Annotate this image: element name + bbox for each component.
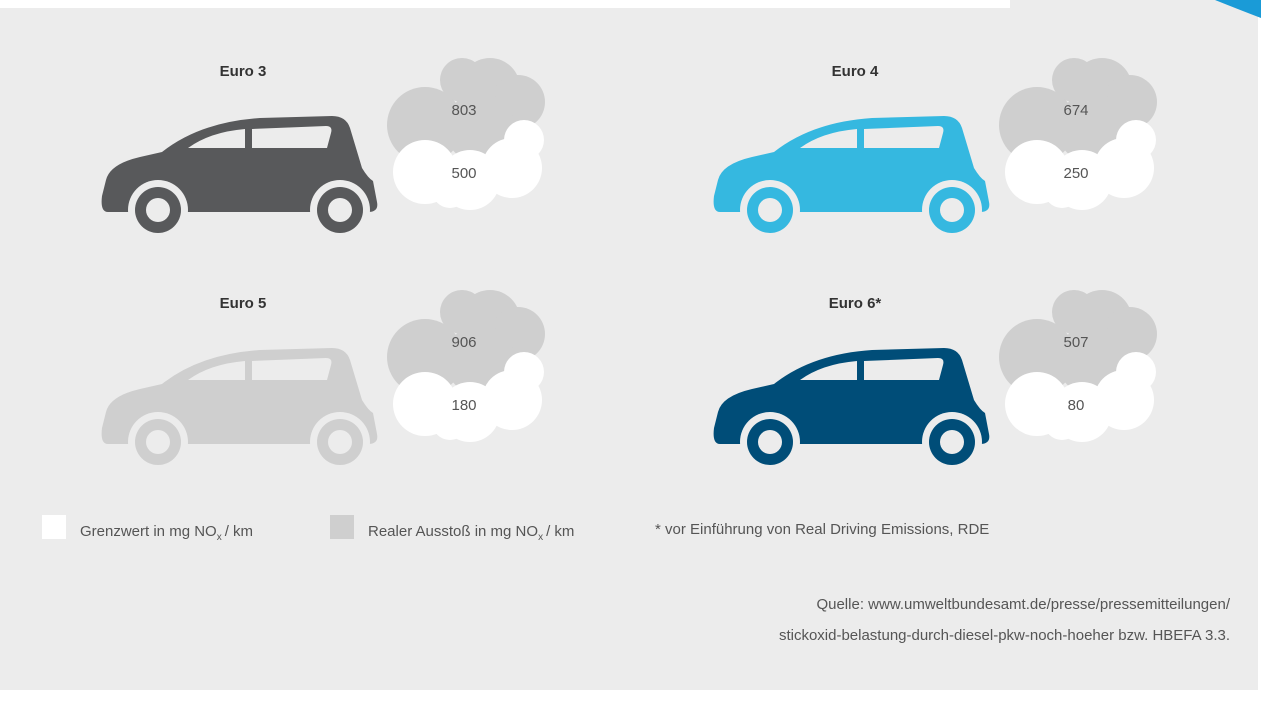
- car-window: [252, 126, 331, 148]
- limit-value: 500: [451, 165, 476, 182]
- legend-subscript: x: [538, 532, 543, 543]
- wheel-hub: [758, 198, 782, 222]
- legend-subscript: x: [217, 532, 222, 543]
- wheel-hub: [940, 198, 964, 222]
- car-window: [864, 358, 943, 380]
- source-line: Quelle: www.umweltbundesamt.de/presse/pr…: [816, 596, 1230, 613]
- cloud-part: [504, 120, 544, 160]
- cloud-part: [1116, 352, 1156, 392]
- legend-label: Grenzwert in mg NOx/ km: [80, 523, 253, 543]
- legend-swatch: [330, 515, 354, 539]
- limit-value: 180: [451, 397, 476, 414]
- real-value: 674: [1063, 102, 1088, 119]
- wheel-hub: [940, 430, 964, 454]
- cloud-part: [1116, 120, 1156, 160]
- wheel-hub: [328, 198, 352, 222]
- panel-label: Euro 6*: [829, 295, 882, 312]
- real-value: 507: [1063, 334, 1088, 351]
- wheel-hub: [758, 430, 782, 454]
- panel-label: Euro 4: [832, 63, 879, 80]
- panel-label: Euro 5: [220, 295, 267, 312]
- real-value: 803: [451, 102, 476, 119]
- limit-value: 80: [1068, 397, 1085, 414]
- limit-value: 250: [1063, 165, 1088, 182]
- legend-text: Realer Ausstoß in mg NO: [368, 523, 538, 540]
- wheel-hub: [146, 198, 170, 222]
- infographic: * vor Einführung von Real Driving Emissi…: [0, 0, 1261, 702]
- wheel-hub: [146, 430, 170, 454]
- wheel-hub: [328, 430, 352, 454]
- legend-text: / km: [546, 523, 574, 540]
- legend-swatch: [42, 515, 66, 539]
- car-window: [864, 126, 943, 148]
- footnote: * vor Einführung von Real Driving Emissi…: [655, 521, 989, 538]
- legend-text: / km: [225, 523, 253, 540]
- car-window: [252, 358, 331, 380]
- source-line: stickoxid-belastung-durch-diesel-pkw-noc…: [779, 627, 1230, 644]
- top-strip: [0, 0, 1010, 8]
- cloud-part: [504, 352, 544, 392]
- real-value: 906: [451, 334, 476, 351]
- legend-text: Grenzwert in mg NO: [80, 523, 217, 540]
- panel-label: Euro 3: [220, 63, 267, 80]
